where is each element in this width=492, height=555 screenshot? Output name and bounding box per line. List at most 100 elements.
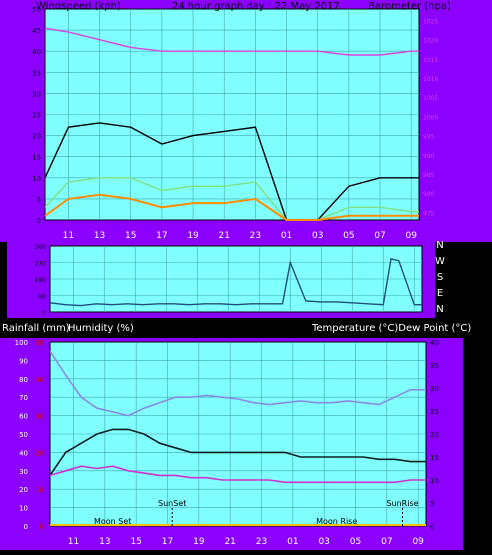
y-tick-label: 40 <box>19 449 28 457</box>
windspeed-axis-title: Windspeed (kph) <box>36 1 121 12</box>
wind-gust-line <box>44 122 419 221</box>
x-tick-label: 19 <box>193 537 205 547</box>
y-tick-label: 30 <box>35 413 44 421</box>
temperature-series <box>49 350 426 484</box>
x-tick-label: 03 <box>318 537 329 547</box>
y-tick-label: 70 <box>19 394 28 402</box>
y-tick-label: 90 <box>19 357 28 365</box>
y-tick-label: 1000 <box>423 114 438 121</box>
y-tick-label: 20 <box>430 431 439 439</box>
y-tick-label: 0 <box>24 523 28 531</box>
y-tick-label: 1020 <box>423 38 438 45</box>
dew-point-line <box>49 465 426 484</box>
y-tick-label: 30 <box>430 385 439 393</box>
temperature-humidity-panel: Rainfall (mm) Humidity (%) Temperature (… <box>0 323 471 550</box>
y-tick-label: 50 <box>32 6 41 14</box>
y-tick-label: 50 <box>19 431 28 439</box>
humidity-axis-title: Humidity (%) <box>68 323 134 334</box>
windspeed-tick-labels: 0 5 10 15 20 25 30 35 40 45 50 <box>32 6 41 225</box>
temperature-gridlines <box>50 342 426 526</box>
barometer-line <box>44 27 419 56</box>
y-tick-label: 25 <box>430 408 439 416</box>
x-tick-label: 21 <box>224 537 235 547</box>
x-tick-label: 15 <box>130 537 141 547</box>
x-tick-label: 09 <box>412 537 424 547</box>
wind-low-line <box>44 193 419 221</box>
y-tick-label: 0 <box>40 523 44 531</box>
humidity-line <box>49 350 426 417</box>
astro-markers: SunSet SunRise Moon Set Moon Rise <box>94 499 419 526</box>
x-tick-label: 07 <box>381 537 392 547</box>
direction-series <box>49 257 422 307</box>
x-tick-label: 19 <box>187 231 199 241</box>
y-tick-label: 1005 <box>423 95 438 102</box>
direction-tick-labels: 0 90 180 270 360 <box>35 244 47 317</box>
x-tick-label: 23 <box>256 537 267 547</box>
x-tick-label: 21 <box>218 231 229 241</box>
y-tick-label: 80 <box>19 376 28 384</box>
y-tick-label: 20 <box>19 486 28 494</box>
x-tick-label: 01 <box>287 537 298 547</box>
y-tick-label: 270 <box>35 261 47 268</box>
y-tick-label: 5 <box>430 500 434 508</box>
astro-marker-label: Moon Rise <box>316 517 357 526</box>
y-tick-label: 985 <box>423 172 435 179</box>
y-tick-label: 10 <box>430 477 439 485</box>
compass-label: N <box>436 304 443 315</box>
y-tick-label: 40 <box>32 48 41 56</box>
wind-direction-line <box>49 257 422 307</box>
y-tick-label: 40 <box>35 376 44 384</box>
y-tick-label: 45 <box>32 27 41 35</box>
wind-time-tick-labels: 11 13 15 17 19 21 23 01 03 05 07 09 <box>63 231 418 241</box>
y-tick-label: 30 <box>32 90 41 98</box>
temperature-time-tick-labels: 11 13 15 17 19 21 23 01 03 05 07 09 <box>68 537 424 547</box>
y-tick-label: 10 <box>19 505 28 513</box>
wind-average-line <box>44 177 419 221</box>
temperature-axis-title: Temperature (°C)Dew Point (°C) <box>311 323 471 334</box>
y-tick-label: 0 <box>430 523 434 531</box>
x-tick-label: 15 <box>125 231 136 241</box>
y-tick-label: 20 <box>35 449 44 457</box>
x-tick-label: 03 <box>312 231 323 241</box>
x-tick-label: 13 <box>99 537 110 547</box>
y-tick-label: 30 <box>19 468 28 476</box>
humidity-tick-labels: 0 10 20 30 40 50 60 70 80 90 100 <box>15 339 28 531</box>
rainfall-tick-labels: 0 10 20 30 40 50 <box>35 339 44 531</box>
y-tick-label: 40 <box>430 339 439 347</box>
y-tick-label: 60 <box>19 413 28 421</box>
y-tick-label: 995 <box>423 134 435 141</box>
wind-chart-title: 24 hour graph day : 22 May 2017 <box>172 1 340 12</box>
y-tick-label: 1015 <box>423 57 438 64</box>
y-tick-label: 990 <box>423 153 435 160</box>
y-tick-label: 0 <box>42 310 46 317</box>
y-tick-label: 0 <box>37 217 41 225</box>
y-tick-label: 1010 <box>423 76 438 83</box>
y-tick-label: 15 <box>32 154 41 162</box>
y-tick-label: 360 <box>35 244 47 251</box>
y-tick-label: 35 <box>430 362 439 370</box>
rainfall-axis-title: Rainfall (mm) <box>2 323 70 334</box>
compass-label: S <box>437 272 443 283</box>
y-tick-label: 50 <box>35 339 44 347</box>
compass-label: W <box>435 256 445 267</box>
x-tick-label: 05 <box>343 231 354 241</box>
temperature-tick-labels: 0 5 10 15 20 25 30 35 40 <box>430 339 439 531</box>
y-tick-label: 180 <box>35 277 47 284</box>
x-tick-label: 17 <box>156 231 167 241</box>
y-tick-label: 1025 <box>423 19 438 26</box>
y-tick-label: 10 <box>32 175 41 183</box>
astro-marker-label: Moon Set <box>94 517 131 526</box>
y-tick-label: 90 <box>38 294 46 301</box>
x-tick-label: 01 <box>281 231 292 241</box>
x-tick-label: 09 <box>405 231 417 241</box>
x-tick-label: 11 <box>68 537 79 547</box>
y-tick-label: 25 <box>32 112 41 120</box>
x-tick-label: 11 <box>63 231 74 241</box>
barometer-tick-labels: 975 980 985 990 995 1000 1005 1010 1015 1020 1025 <box>423 19 438 218</box>
astro-marker-label: SunRise <box>386 499 418 508</box>
x-tick-label: 13 <box>94 231 105 241</box>
